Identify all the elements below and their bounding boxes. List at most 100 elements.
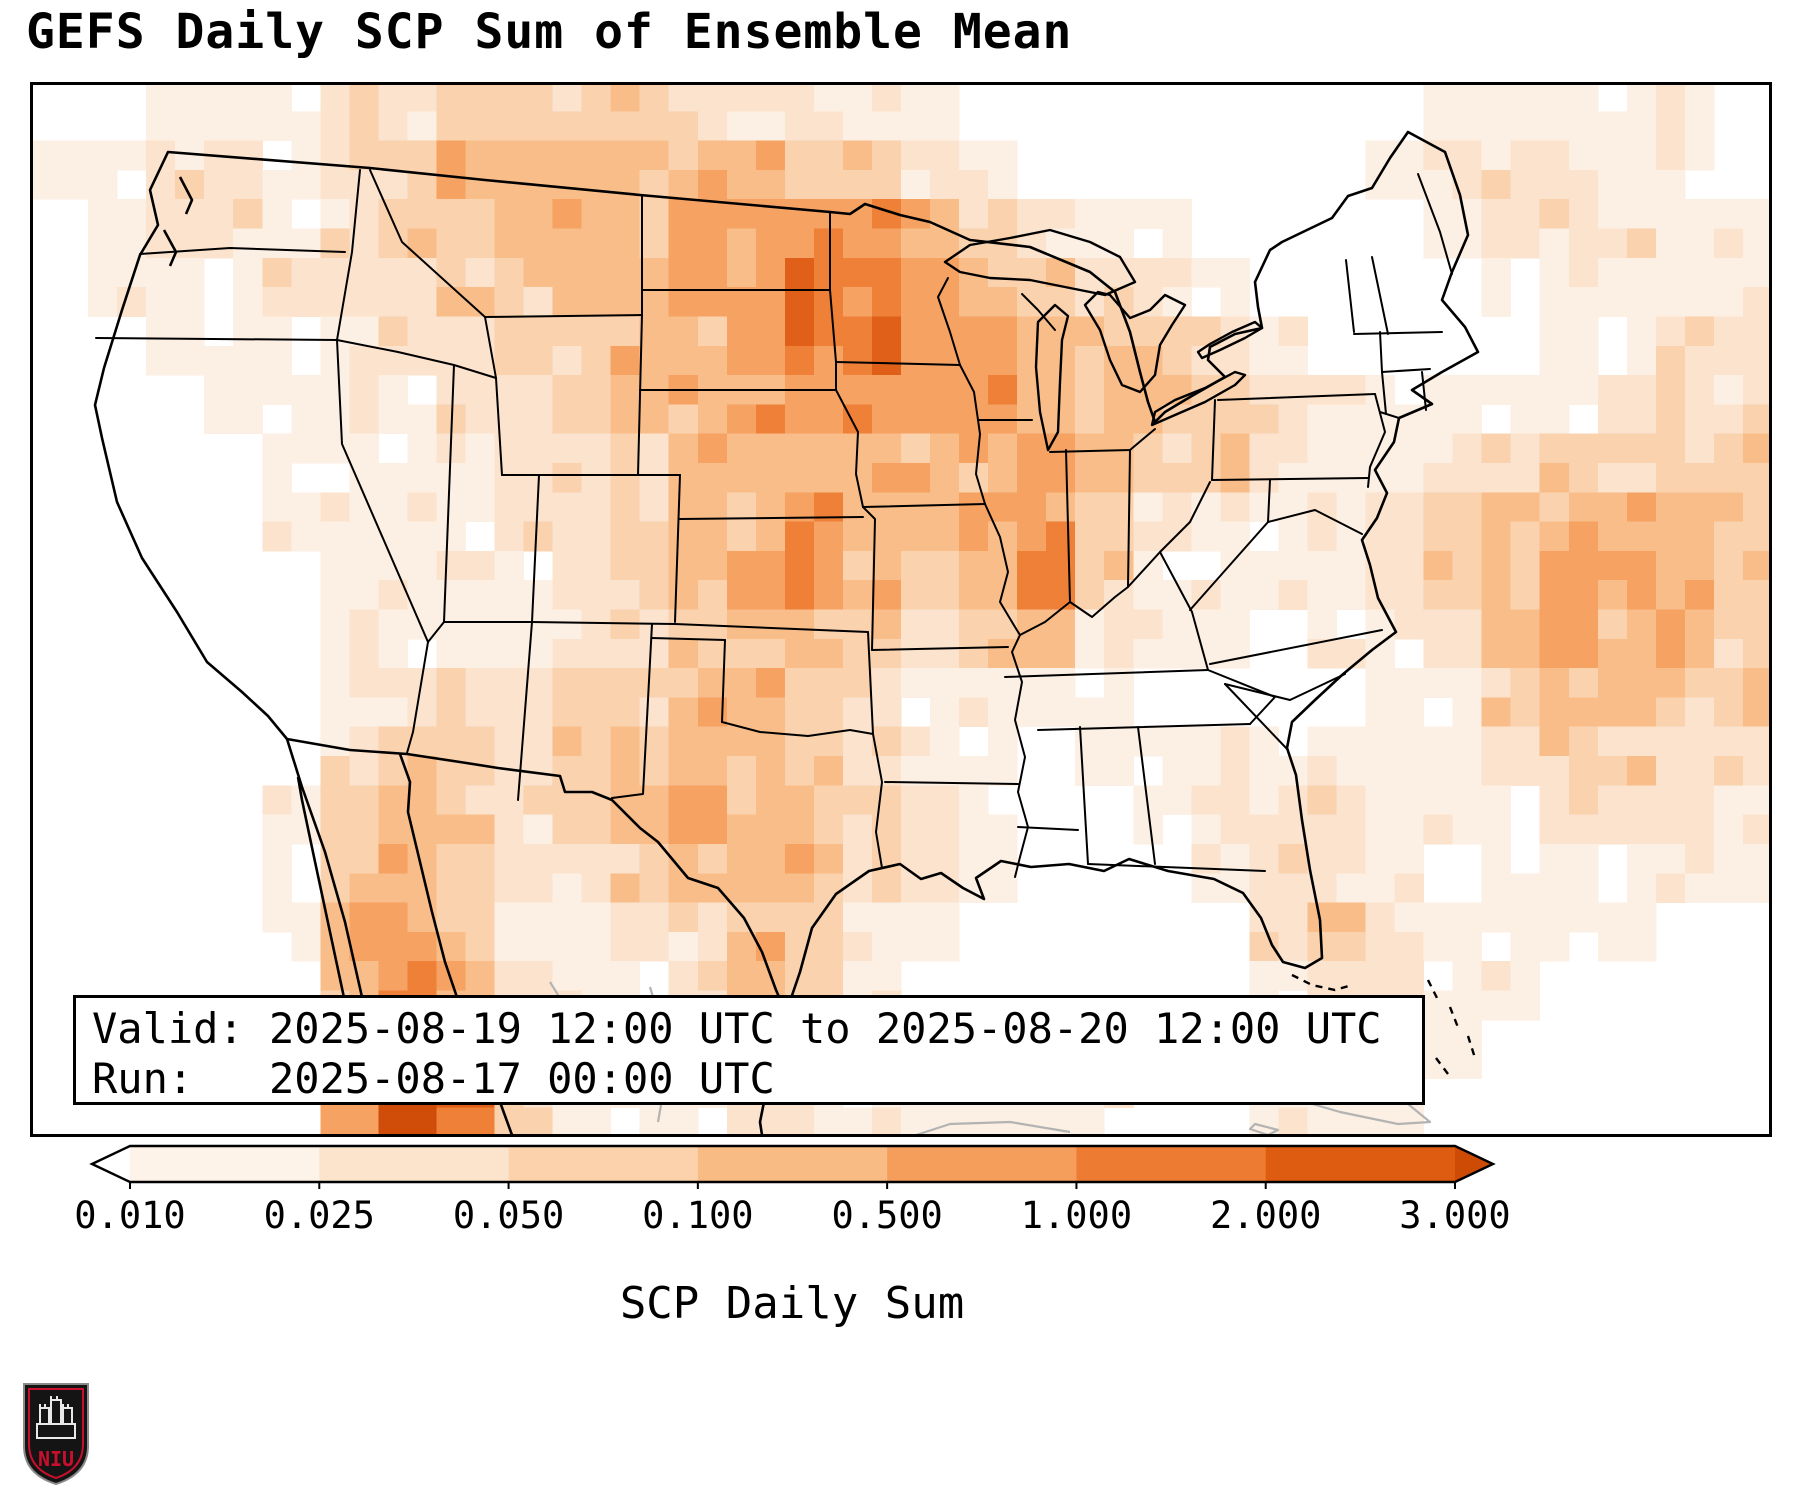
heat-cell bbox=[1684, 433, 1715, 464]
heat-cell bbox=[465, 638, 496, 669]
heat-cell bbox=[1684, 521, 1715, 552]
heat-cell bbox=[581, 140, 612, 171]
heat-cell bbox=[1452, 111, 1483, 142]
heat-cell bbox=[494, 843, 525, 874]
heat-cell bbox=[436, 492, 466, 523]
heat-cell bbox=[1220, 492, 1250, 523]
heat-cell bbox=[813, 931, 844, 962]
heat-cell bbox=[871, 462, 902, 493]
heat-cell bbox=[988, 814, 1018, 845]
heat-cell bbox=[697, 433, 728, 464]
heat-cell bbox=[1075, 1107, 1105, 1137]
heat-cell bbox=[552, 609, 583, 640]
heat-cell bbox=[349, 756, 379, 786]
heat-cell bbox=[930, 111, 960, 142]
heat-cell bbox=[291, 404, 321, 435]
heat-cell bbox=[465, 580, 496, 610]
heat-cell bbox=[581, 375, 612, 405]
heat-cell bbox=[552, 638, 583, 669]
heat-cell bbox=[1655, 756, 1686, 786]
heat-cell bbox=[1510, 609, 1541, 640]
heat-cell bbox=[697, 726, 728, 757]
heat-cell bbox=[349, 521, 379, 552]
heat-cell bbox=[581, 287, 612, 317]
heat-cell bbox=[1162, 726, 1192, 757]
heat-cell bbox=[465, 433, 496, 464]
heat-cell bbox=[1655, 82, 1686, 112]
heat-cell bbox=[523, 814, 554, 845]
heat-cell bbox=[1481, 111, 1512, 142]
heat-cell bbox=[1249, 345, 1279, 376]
heat-cell bbox=[1046, 462, 1076, 493]
heat-cell bbox=[1075, 404, 1105, 435]
colorbar-segment bbox=[130, 1146, 320, 1182]
heat-cell bbox=[1713, 462, 1744, 493]
heat-cell bbox=[842, 843, 873, 874]
heat-cell bbox=[436, 228, 466, 259]
colorbar-tick-label: 0.010 bbox=[74, 1194, 185, 1237]
heat-cell bbox=[30, 140, 60, 171]
heat-cell bbox=[233, 111, 263, 142]
heat-cell bbox=[1336, 404, 1367, 435]
heat-cell bbox=[523, 843, 554, 874]
heat-cell bbox=[726, 961, 757, 991]
heat-cell bbox=[320, 785, 350, 816]
heat-cell bbox=[1046, 1107, 1076, 1137]
heat-cell bbox=[1510, 140, 1541, 171]
heat-cell bbox=[1481, 638, 1512, 669]
heat-cell bbox=[1684, 375, 1715, 405]
heat-cell bbox=[1075, 433, 1105, 464]
heat-cell bbox=[1713, 199, 1744, 230]
heat-cell bbox=[1191, 521, 1221, 552]
colorbar-tick-label: 3.000 bbox=[1399, 1194, 1510, 1237]
heat-cell bbox=[1684, 843, 1715, 874]
heat-cell bbox=[1017, 1107, 1047, 1137]
heat-cell bbox=[871, 609, 902, 640]
heat-cell bbox=[1568, 316, 1599, 347]
heat-cell bbox=[871, 345, 902, 376]
heat-cell bbox=[1452, 785, 1483, 816]
heat-cell bbox=[349, 433, 379, 464]
heat-cell bbox=[813, 140, 844, 171]
heat-cell bbox=[465, 843, 496, 874]
heat-cell bbox=[784, 609, 815, 640]
heat-cell bbox=[1191, 492, 1221, 523]
heat-cell bbox=[552, 433, 583, 464]
heat-cell bbox=[1684, 580, 1715, 610]
heat-cell bbox=[436, 638, 466, 669]
heat-cell bbox=[436, 111, 466, 142]
heat-cell bbox=[726, 462, 757, 493]
heat-cell bbox=[959, 492, 989, 523]
heat-cell bbox=[842, 1107, 873, 1137]
heat-cell bbox=[726, 521, 757, 552]
heat-cell bbox=[378, 609, 408, 640]
heat-cell bbox=[581, 931, 612, 962]
heat-cell bbox=[1510, 521, 1541, 552]
heat-cell bbox=[1684, 287, 1715, 317]
heat-cell bbox=[1104, 697, 1134, 728]
heat-cell bbox=[349, 169, 379, 200]
heat-cell bbox=[1626, 462, 1657, 493]
heat-cell bbox=[378, 492, 408, 523]
heat-cell bbox=[552, 931, 583, 962]
heat-cell bbox=[1220, 433, 1250, 464]
heat-cell bbox=[842, 316, 873, 347]
heat-cell bbox=[930, 931, 960, 962]
heat-cell bbox=[1133, 492, 1163, 523]
heat-cell bbox=[146, 287, 176, 317]
heat-cell bbox=[639, 1107, 670, 1137]
heat-cell bbox=[930, 609, 960, 640]
heat-cell bbox=[784, 433, 815, 464]
heat-cell bbox=[755, 140, 786, 171]
heat-cell bbox=[813, 345, 844, 376]
heat-cell bbox=[639, 697, 670, 728]
heat-cell bbox=[1481, 990, 1512, 1021]
heat-cell bbox=[1365, 785, 1396, 816]
heat-cell bbox=[901, 580, 931, 610]
heat-cell bbox=[610, 345, 641, 376]
heat-cell bbox=[726, 550, 757, 581]
heat-cell bbox=[1336, 726, 1367, 757]
heat-cell bbox=[523, 316, 554, 347]
heat-cell bbox=[204, 169, 234, 200]
heat-cell bbox=[407, 931, 437, 962]
